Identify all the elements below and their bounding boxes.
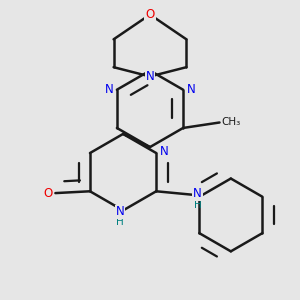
Text: N: N <box>160 145 169 158</box>
Text: H: H <box>116 218 124 227</box>
Text: H: H <box>194 200 202 210</box>
Text: N: N <box>105 83 113 96</box>
Text: N: N <box>116 206 124 218</box>
Text: N: N <box>193 187 202 200</box>
Text: N: N <box>146 70 154 83</box>
Text: O: O <box>44 187 53 200</box>
Text: N: N <box>187 83 195 96</box>
Text: O: O <box>146 8 154 21</box>
Text: CH₃: CH₃ <box>221 118 240 128</box>
